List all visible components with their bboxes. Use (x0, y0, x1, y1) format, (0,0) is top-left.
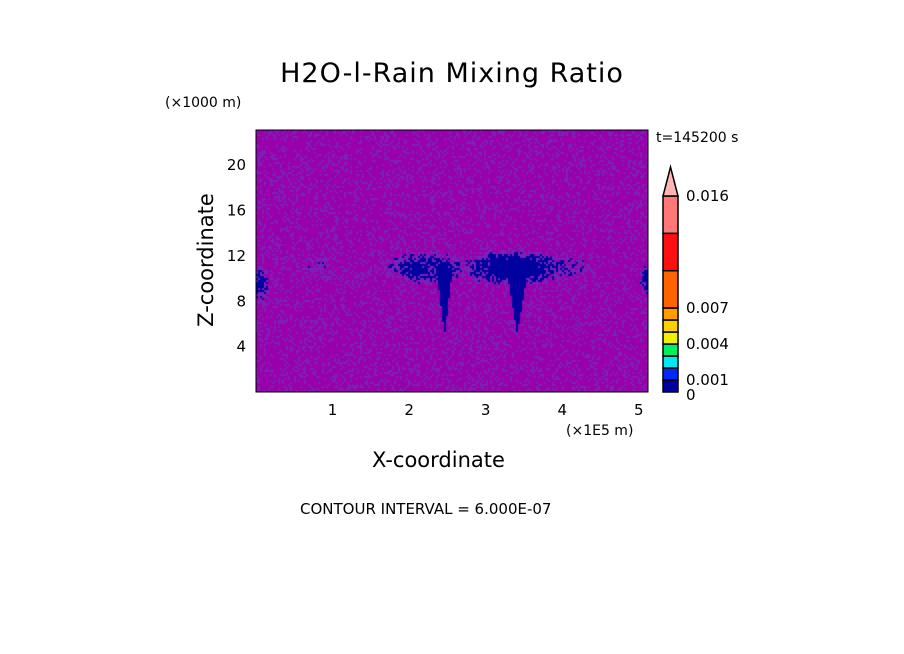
colorbar-segment (662, 319, 679, 333)
x-tick-label: 1 (328, 401, 338, 419)
colorbar-segment (662, 367, 679, 381)
chart-title: H2O-l-Rain Mixing Ratio (280, 58, 624, 89)
y-tick-label: 4 (236, 338, 246, 356)
colorbar-label: 0.016 (686, 187, 729, 205)
colorbar-segment (662, 379, 679, 393)
x-tick-label: 2 (404, 401, 414, 419)
colorbar-label: 0 (686, 386, 696, 404)
colorbar-segment (662, 195, 679, 235)
x-axis-unit: (×1E5 m) (566, 423, 634, 439)
colorbar-segment (662, 331, 679, 345)
colorbar-extend-triangle (662, 164, 679, 197)
x-tick-label: 4 (557, 401, 567, 419)
colorbar-segment (662, 269, 679, 309)
colorbar-segment (662, 232, 679, 272)
colorbar-label: 0.004 (686, 335, 729, 353)
x-tick-label: 5 (634, 401, 644, 419)
y-tick-label: 12 (227, 247, 246, 265)
contour-field (256, 130, 648, 392)
colorbar-label: 0.007 (686, 299, 729, 317)
y-tick-label: 16 (227, 202, 246, 220)
plot-frame (255, 129, 649, 393)
contour-interval-note: CONTOUR INTERVAL = 6.000E-07 (300, 500, 552, 518)
y-tick-label: 20 (227, 156, 246, 174)
colorbar-segment (662, 355, 679, 369)
colorbar-segment (662, 343, 679, 357)
time-label: t=145200 s (656, 130, 739, 146)
colorbar-segment (662, 307, 679, 321)
colorbar-label: 0.001 (686, 371, 729, 389)
y-axis-unit: (×1000 m) (165, 95, 242, 111)
x-tick-label: 3 (481, 401, 491, 419)
y-tick-label: 8 (236, 292, 246, 310)
x-axis-label: X-coordinate (372, 448, 505, 472)
